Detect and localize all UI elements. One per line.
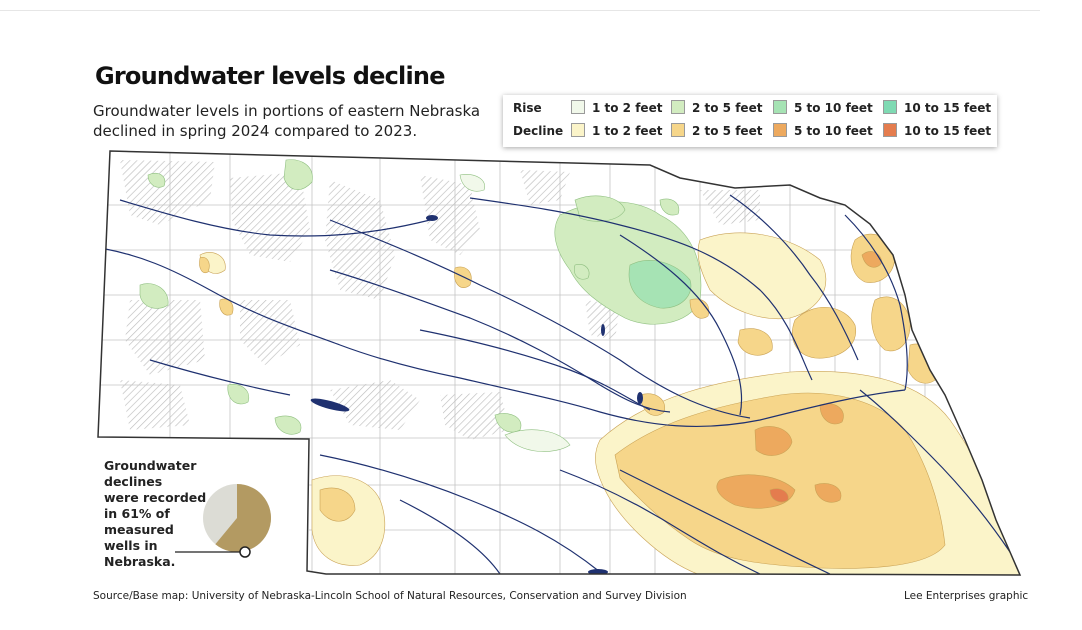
legend-rise-row: Rise 1 to 2 feet 2 to 5 feet 5 to 10 fee… — [503, 99, 997, 119]
callout-line-1: Groundwater declines — [104, 458, 197, 489]
well-decline-pie — [175, 484, 271, 558]
legend-swatch — [883, 100, 897, 114]
map-legend: Rise 1 to 2 feet 2 to 5 feet 5 to 10 fee… — [503, 95, 997, 147]
legend-item-label: 1 to 2 feet — [592, 101, 663, 115]
legend-item-label: 10 to 15 feet — [904, 101, 992, 115]
rise-areas — [139, 159, 702, 452]
callout-line-3: in 61% of — [104, 506, 170, 521]
graphic-credit: Lee Enterprises graphic — [904, 590, 1029, 602]
legend-decline-label: Decline — [513, 124, 564, 138]
legend-swatch — [671, 100, 685, 114]
legend-item-label: 2 to 5 feet — [692, 124, 763, 138]
callout-line-6: Nebraska. — [104, 554, 176, 569]
legend-item-label: 1 to 2 feet — [592, 124, 663, 138]
legend-item-label: 2 to 5 feet — [692, 101, 763, 115]
callout-line-4: measured — [104, 522, 174, 537]
legend-swatch — [571, 123, 585, 137]
subtitle-line-2: declined in spring 2024 compared to 2023… — [93, 122, 418, 140]
nebraska-border — [97, 150, 1022, 576]
legend-swatch — [883, 123, 897, 137]
callout-line-5: wells in — [104, 538, 158, 553]
no-data-hatch-areas — [120, 160, 760, 440]
legend-item-label: 5 to 10 feet — [794, 124, 873, 138]
pie-decline-slice — [215, 484, 271, 552]
graphic-title: Groundwater levels decline — [95, 62, 445, 90]
decline-areas — [199, 232, 1020, 575]
source-note: Source/Base map: University of Nebraska-… — [93, 590, 687, 602]
legend-rise-label: Rise — [513, 101, 542, 115]
legend-swatch — [773, 100, 787, 114]
pie-callout-text: Groundwater declines were recorded in 61… — [104, 458, 234, 570]
pie-pointer-dot — [239, 546, 251, 558]
legend-item-label: 10 to 15 feet — [904, 124, 992, 138]
top-divider — [0, 10, 1040, 11]
legend-item-label: 5 to 10 feet — [794, 101, 873, 115]
rivers — [99, 194, 1011, 575]
subtitle-line-1: Groundwater levels in portions of easter… — [93, 102, 481, 120]
callout-line-2: were recorded — [104, 490, 207, 505]
graphic-subtitle: Groundwater levels in portions of easter… — [93, 101, 493, 141]
legend-swatch — [571, 100, 585, 114]
legend-swatch — [773, 123, 787, 137]
legend-swatch — [671, 123, 685, 137]
legend-decline-row: Decline 1 to 2 feet 2 to 5 feet 5 to 10 … — [503, 122, 997, 142]
